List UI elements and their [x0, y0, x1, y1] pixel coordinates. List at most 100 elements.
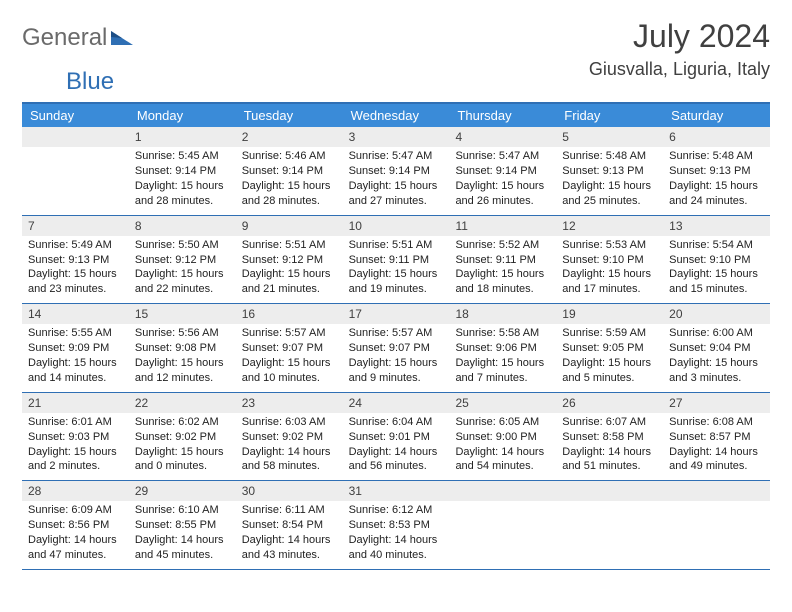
day-cell: 6Sunrise: 5:48 AMSunset: 9:13 PMDaylight…: [663, 127, 770, 215]
day-details: Sunrise: 5:46 AMSunset: 9:14 PMDaylight:…: [236, 147, 343, 214]
day-details: Sunrise: 5:48 AMSunset: 9:13 PMDaylight:…: [663, 147, 770, 214]
day-cell: 15Sunrise: 5:56 AMSunset: 9:08 PMDayligh…: [129, 304, 236, 392]
day-cell: 8Sunrise: 5:50 AMSunset: 9:12 PMDaylight…: [129, 216, 236, 304]
day-number: [663, 481, 770, 501]
day-number: 17: [343, 304, 450, 324]
daylight-text-2: and 51 minutes.: [562, 459, 657, 474]
day-number: [22, 127, 129, 147]
daylight-text-2: and 23 minutes.: [28, 282, 123, 297]
daylight-text-1: Daylight: 14 hours: [349, 533, 444, 548]
sunset-text: Sunset: 9:14 PM: [135, 164, 230, 179]
day-cell: 24Sunrise: 6:04 AMSunset: 9:01 PMDayligh…: [343, 393, 450, 481]
daylight-text-1: Daylight: 15 hours: [455, 179, 550, 194]
day-cell: 1Sunrise: 5:45 AMSunset: 9:14 PMDaylight…: [129, 127, 236, 215]
sunrise-text: Sunrise: 5:47 AM: [455, 149, 550, 164]
daylight-text-1: Daylight: 15 hours: [669, 179, 764, 194]
day-details: Sunrise: 5:58 AMSunset: 9:06 PMDaylight:…: [449, 324, 556, 391]
day-cell: 5Sunrise: 5:48 AMSunset: 9:13 PMDaylight…: [556, 127, 663, 215]
dayhead-tuesday: Tuesday: [236, 104, 343, 127]
daylight-text-2: and 43 minutes.: [242, 548, 337, 563]
daylight-text-1: Daylight: 15 hours: [562, 267, 657, 282]
sunrise-text: Sunrise: 6:02 AM: [135, 415, 230, 430]
week-row: 21Sunrise: 6:01 AMSunset: 9:03 PMDayligh…: [22, 393, 770, 482]
daylight-text-2: and 15 minutes.: [669, 282, 764, 297]
day-number: 19: [556, 304, 663, 324]
sunset-text: Sunset: 8:56 PM: [28, 518, 123, 533]
sunrise-text: Sunrise: 5:59 AM: [562, 326, 657, 341]
day-cell: 28Sunrise: 6:09 AMSunset: 8:56 PMDayligh…: [22, 481, 129, 569]
day-details: Sunrise: 5:49 AMSunset: 9:13 PMDaylight:…: [22, 236, 129, 303]
header: General July 2024 Giusvalla, Liguria, It…: [22, 18, 770, 80]
sunrise-text: Sunrise: 6:08 AM: [669, 415, 764, 430]
sunset-text: Sunset: 9:03 PM: [28, 430, 123, 445]
day-cell: 27Sunrise: 6:08 AMSunset: 8:57 PMDayligh…: [663, 393, 770, 481]
dayhead-friday: Friday: [556, 104, 663, 127]
day-details: Sunrise: 6:10 AMSunset: 8:55 PMDaylight:…: [129, 501, 236, 568]
daylight-text-2: and 17 minutes.: [562, 282, 657, 297]
day-cell: 9Sunrise: 5:51 AMSunset: 9:12 PMDaylight…: [236, 216, 343, 304]
day-details: Sunrise: 6:11 AMSunset: 8:54 PMDaylight:…: [236, 501, 343, 568]
day-cell: 26Sunrise: 6:07 AMSunset: 8:58 PMDayligh…: [556, 393, 663, 481]
day-number: 21: [22, 393, 129, 413]
daylight-text-2: and 22 minutes.: [135, 282, 230, 297]
day-details: Sunrise: 5:50 AMSunset: 9:12 PMDaylight:…: [129, 236, 236, 303]
day-cell: 21Sunrise: 6:01 AMSunset: 9:03 PMDayligh…: [22, 393, 129, 481]
daylight-text-2: and 19 minutes.: [349, 282, 444, 297]
day-number: 4: [449, 127, 556, 147]
day-number: 5: [556, 127, 663, 147]
sunset-text: Sunset: 9:04 PM: [669, 341, 764, 356]
daylight-text-1: Daylight: 15 hours: [28, 356, 123, 371]
daylight-text-1: Daylight: 15 hours: [349, 267, 444, 282]
day-number: 6: [663, 127, 770, 147]
sunset-text: Sunset: 9:14 PM: [349, 164, 444, 179]
daylight-text-1: Daylight: 15 hours: [135, 356, 230, 371]
sunset-text: Sunset: 9:01 PM: [349, 430, 444, 445]
day-number: 15: [129, 304, 236, 324]
logo: General: [22, 24, 137, 52]
day-number: 31: [343, 481, 450, 501]
week-row: 28Sunrise: 6:09 AMSunset: 8:56 PMDayligh…: [22, 481, 770, 570]
sunrise-text: Sunrise: 6:12 AM: [349, 503, 444, 518]
calendar: Sunday Monday Tuesday Wednesday Thursday…: [22, 102, 770, 570]
day-details: Sunrise: 6:00 AMSunset: 9:04 PMDaylight:…: [663, 324, 770, 391]
daylight-text-2: and 25 minutes.: [562, 194, 657, 209]
day-details: Sunrise: 5:47 AMSunset: 9:14 PMDaylight:…: [449, 147, 556, 214]
dayhead-wednesday: Wednesday: [343, 104, 450, 127]
day-cell: 16Sunrise: 5:57 AMSunset: 9:07 PMDayligh…: [236, 304, 343, 392]
day-number: 22: [129, 393, 236, 413]
daylight-text-2: and 0 minutes.: [135, 459, 230, 474]
daylight-text-1: Daylight: 15 hours: [349, 356, 444, 371]
daylight-text-1: Daylight: 15 hours: [242, 267, 337, 282]
daylight-text-1: Daylight: 14 hours: [242, 445, 337, 460]
daylight-text-1: Daylight: 15 hours: [242, 356, 337, 371]
sunrise-text: Sunrise: 5:46 AM: [242, 149, 337, 164]
sunrise-text: Sunrise: 5:51 AM: [349, 238, 444, 253]
day-cell: 25Sunrise: 6:05 AMSunset: 9:00 PMDayligh…: [449, 393, 556, 481]
daylight-text-2: and 49 minutes.: [669, 459, 764, 474]
day-cell: 11Sunrise: 5:52 AMSunset: 9:11 PMDayligh…: [449, 216, 556, 304]
daylight-text-1: Daylight: 15 hours: [455, 267, 550, 282]
day-details: Sunrise: 6:05 AMSunset: 9:00 PMDaylight:…: [449, 413, 556, 480]
daylight-text-2: and 58 minutes.: [242, 459, 337, 474]
day-cell: 4Sunrise: 5:47 AMSunset: 9:14 PMDaylight…: [449, 127, 556, 215]
sunset-text: Sunset: 9:02 PM: [135, 430, 230, 445]
sunrise-text: Sunrise: 5:57 AM: [349, 326, 444, 341]
day-details: Sunrise: 5:48 AMSunset: 9:13 PMDaylight:…: [556, 147, 663, 214]
sunrise-text: Sunrise: 5:49 AM: [28, 238, 123, 253]
daylight-text-2: and 40 minutes.: [349, 548, 444, 563]
sunrise-text: Sunrise: 5:52 AM: [455, 238, 550, 253]
sunrise-text: Sunrise: 5:56 AM: [135, 326, 230, 341]
daylight-text-2: and 14 minutes.: [28, 371, 123, 386]
daylight-text-1: Daylight: 15 hours: [28, 445, 123, 460]
day-cell: 22Sunrise: 6:02 AMSunset: 9:02 PMDayligh…: [129, 393, 236, 481]
sunrise-text: Sunrise: 5:50 AM: [135, 238, 230, 253]
sunrise-text: Sunrise: 6:09 AM: [28, 503, 123, 518]
daylight-text-1: Daylight: 15 hours: [669, 267, 764, 282]
sunset-text: Sunset: 8:58 PM: [562, 430, 657, 445]
daylight-text-1: Daylight: 14 hours: [455, 445, 550, 460]
day-cell: 18Sunrise: 5:58 AMSunset: 9:06 PMDayligh…: [449, 304, 556, 392]
day-number: [449, 481, 556, 501]
day-number: 12: [556, 216, 663, 236]
daylight-text-2: and 56 minutes.: [349, 459, 444, 474]
sunset-text: Sunset: 9:14 PM: [242, 164, 337, 179]
